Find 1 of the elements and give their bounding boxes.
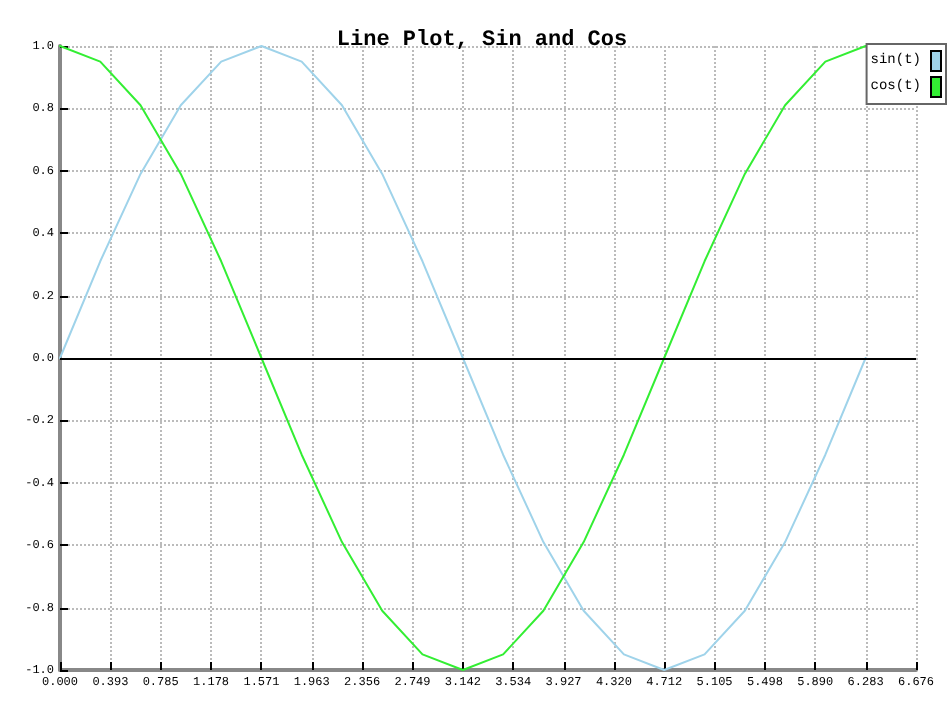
chart-title: Line Plot, Sin and Cos [336,29,628,53]
